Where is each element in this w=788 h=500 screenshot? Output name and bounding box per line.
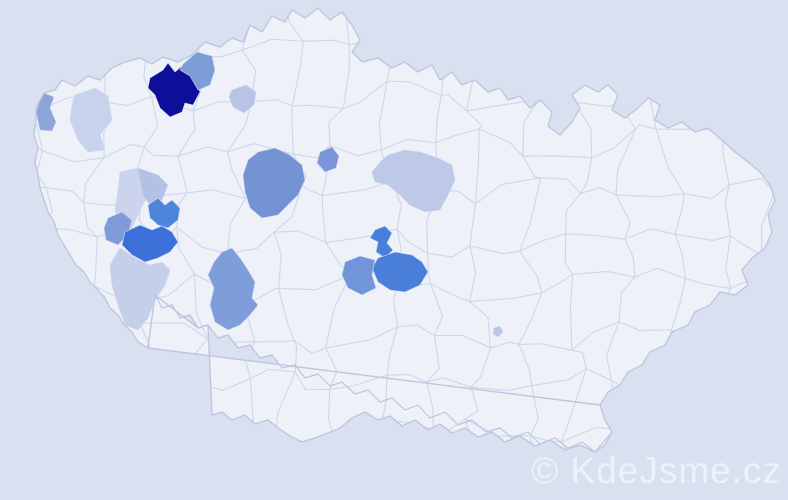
highlighted-district-central-west[interactable] [242,147,306,219]
highlighted-district-north-navy[interactable] [147,62,201,118]
highlighted-district-wcluster-bright1[interactable] [147,197,181,229]
highlighted-district-wcluster-s[interactable] [109,247,171,331]
highlighted-district-se-dot[interactable] [492,325,504,338]
highlighted-district-wcluster-bright2[interactable] [121,224,179,263]
highlighted-district-center-main[interactable] [371,251,429,293]
highlighted-district-north-light[interactable] [228,84,257,114]
highlighted-districts [35,51,504,338]
highlighted-district-west-light[interactable] [69,87,113,153]
highlighted-district-center-west[interactable] [341,255,377,296]
highlighted-district-central-light[interactable] [371,149,456,213]
highlighted-district-north-medium[interactable] [179,51,216,91]
country-border-south [147,294,613,453]
country-border [33,7,776,453]
highlighted-district-capital[interactable] [316,146,340,173]
highlighted-district-southwest[interactable] [207,247,259,331]
